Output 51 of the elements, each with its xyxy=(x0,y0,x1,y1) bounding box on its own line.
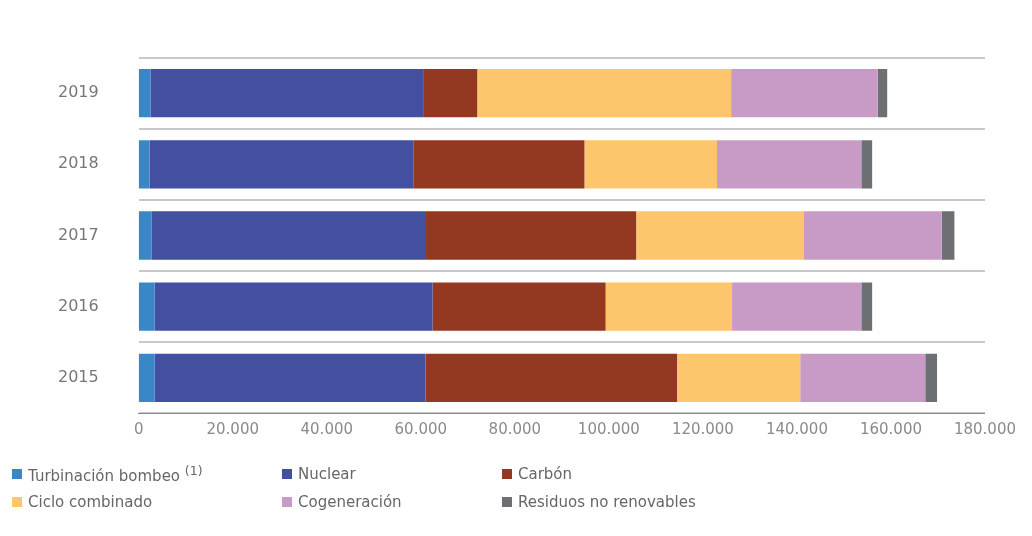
x-tick-label: 120.000 xyxy=(671,420,734,439)
legend-label: Cogeneración xyxy=(298,493,402,511)
bar xyxy=(861,140,873,189)
bar xyxy=(636,211,804,260)
bar xyxy=(149,140,414,189)
bar xyxy=(154,282,433,331)
bar xyxy=(677,353,801,403)
bar xyxy=(413,140,585,189)
bar xyxy=(423,68,478,118)
bar xyxy=(584,140,717,189)
bar xyxy=(154,353,426,403)
bar xyxy=(731,68,878,118)
x-tick-label: 140.000 xyxy=(765,420,828,439)
bar xyxy=(877,68,888,118)
bar xyxy=(732,282,862,331)
x-tick-label: 40.000 xyxy=(300,420,354,439)
legend-label: Turbinación bombeo $^{(1)}$ xyxy=(28,463,203,485)
bar xyxy=(138,282,155,331)
x-tick-label: 60.000 xyxy=(394,420,448,439)
legend-label: Carbón xyxy=(518,465,573,483)
bar xyxy=(138,353,155,403)
legend-label: Nuclear xyxy=(298,465,356,483)
bar xyxy=(138,211,152,260)
bar xyxy=(605,282,733,331)
y-tick-label: 2016 xyxy=(58,295,99,315)
bar xyxy=(151,211,426,260)
x-tick-label: 20.000 xyxy=(206,420,259,439)
x-tick-label: 100.000 xyxy=(577,420,640,439)
bar xyxy=(925,353,938,403)
bar xyxy=(861,282,873,331)
bar xyxy=(150,68,424,118)
x-tick-label: 80.000 xyxy=(488,420,542,439)
bar xyxy=(425,353,678,403)
bar xyxy=(432,282,606,331)
bar xyxy=(425,211,637,260)
y-tick-label: 2019 xyxy=(58,82,99,102)
x-tick-label: 180.000 xyxy=(953,420,1016,439)
bar xyxy=(138,68,151,118)
y-tick-label: 2018 xyxy=(58,153,99,173)
bar xyxy=(717,140,862,189)
legend-label: Residuos no renovables xyxy=(518,493,696,511)
y-tick-label: 2015 xyxy=(58,366,99,386)
y-tick-label: 2017 xyxy=(58,224,99,244)
bar xyxy=(803,211,942,260)
x-tick-label: 160.000 xyxy=(859,420,922,439)
x-tick-label: 0 xyxy=(133,420,144,439)
bar xyxy=(800,353,926,403)
bar xyxy=(138,140,150,189)
bar xyxy=(477,68,732,118)
bar xyxy=(941,211,955,260)
legend-label: Ciclo combinado xyxy=(28,493,153,511)
